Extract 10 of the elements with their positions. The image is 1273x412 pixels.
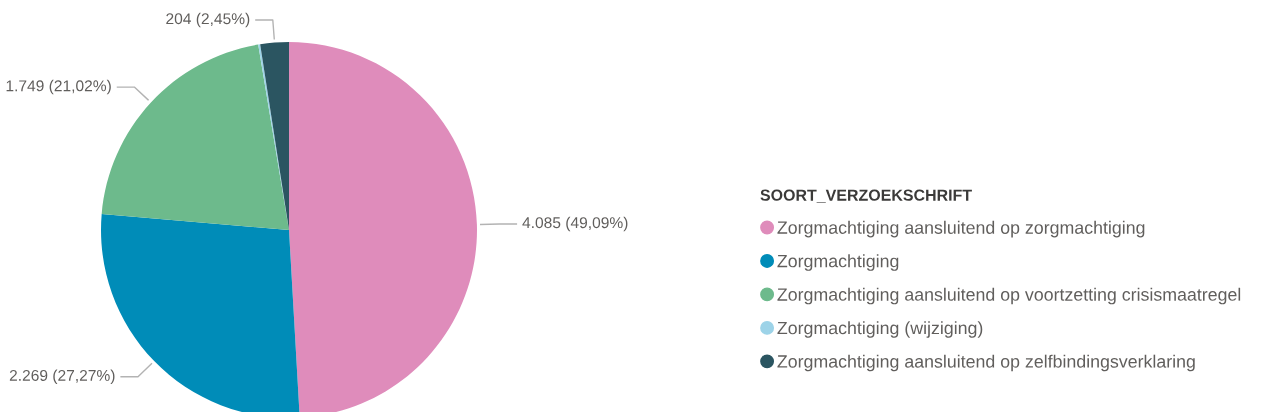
legend-label: Zorgmachtiging aansluitend op zelfbindingsverklaring: [777, 354, 1195, 372]
data-label: 4.085 (49,09%): [522, 216, 628, 232]
data-label: 204 (2,45%): [166, 12, 250, 28]
legend-title: SOORT_VERZOEKSCHRIFT: [760, 189, 972, 203]
data-label: 2.269 (27,27%): [9, 369, 115, 384]
legend-label: Zorgmachtiging (wijziging): [777, 321, 983, 338]
legend-label: Zorgmachtiging aansluitend op zorgmachtiging: [777, 220, 1145, 238]
legend-label: Zorgmachtiging: [777, 254, 899, 271]
data-label: 1.749 (21,02%): [6, 79, 111, 95]
legend-label: Zorgmachtiging aansluitend op voortzetting crisismaatregel: [777, 287, 1241, 305]
